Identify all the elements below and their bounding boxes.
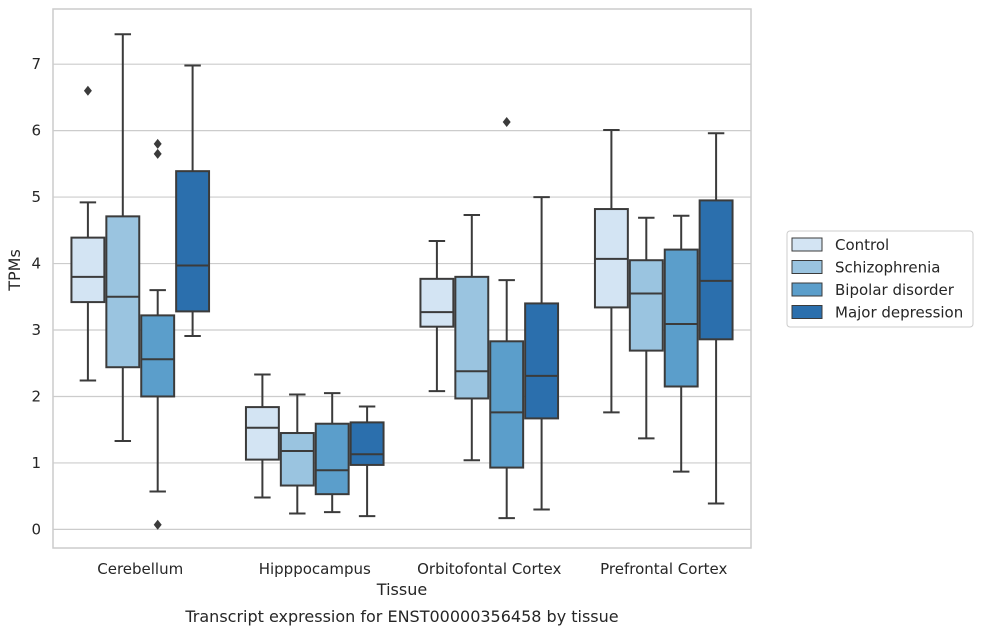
box-control bbox=[70, 85, 106, 382]
box-iqr bbox=[175, 170, 211, 313]
box-bipolar-disorder bbox=[489, 116, 525, 520]
box-iqr bbox=[524, 302, 560, 420]
y-axis-label: TPMs bbox=[5, 249, 24, 292]
y-tick-label: 4 bbox=[31, 255, 41, 273]
y-tick-label: 5 bbox=[31, 188, 41, 206]
y-tick-label: 7 bbox=[31, 55, 41, 73]
legend-swatch bbox=[791, 305, 823, 319]
legend-label: Major depression bbox=[835, 304, 963, 322]
box-schizophrenia bbox=[279, 393, 315, 515]
box-iqr bbox=[140, 314, 176, 398]
legend-label: Control bbox=[835, 236, 889, 254]
x-tick-label: Orbitofontal Cortex bbox=[417, 560, 561, 578]
legend-swatch bbox=[791, 237, 823, 252]
x-tick-labels: Cerebellum Hipppocampus Orbitofontal Corte… bbox=[97, 560, 727, 578]
box-schizophrenia bbox=[105, 33, 141, 442]
box-bipolar-disorder bbox=[663, 214, 699, 473]
box-control bbox=[244, 373, 280, 499]
chart-caption: Transcript expression for ENST0000035645… bbox=[184, 607, 618, 626]
box-iqr bbox=[628, 259, 664, 352]
box-control bbox=[419, 239, 455, 393]
box-major-depression bbox=[175, 64, 211, 337]
box-iqr bbox=[279, 432, 315, 487]
legend-frame bbox=[786, 230, 974, 328]
box-iqr bbox=[419, 277, 455, 328]
x-tick-label: Prefrontal Cortex bbox=[600, 560, 727, 578]
box-major-depression bbox=[349, 405, 385, 518]
box-iqr bbox=[70, 236, 106, 304]
outlier-point bbox=[153, 148, 162, 159]
plot-area-frame bbox=[52, 8, 752, 549]
y-tick-label: 6 bbox=[31, 122, 41, 140]
y-tick-label: 2 bbox=[31, 387, 41, 405]
box-major-depression bbox=[524, 196, 560, 511]
x-axis-label: Tissue bbox=[376, 580, 427, 599]
box-schizophrenia bbox=[628, 216, 664, 440]
legend-swatch bbox=[791, 282, 823, 297]
legend-label: Bipolar disorder bbox=[835, 281, 955, 299]
y-tick-labels: 0 1 2 3 4 5 6 7 bbox=[31, 55, 41, 538]
y-tick-label: 1 bbox=[31, 454, 41, 472]
box-iqr bbox=[349, 421, 385, 466]
box-bipolar-disorder bbox=[314, 392, 350, 514]
legend: Control Schizophrenia Bipolar disorder Majo… bbox=[786, 230, 974, 328]
x-tick-label: Cerebellum bbox=[97, 560, 183, 578]
box-iqr bbox=[244, 406, 280, 461]
legend-label: Schizophrenia bbox=[835, 259, 940, 277]
legend-swatch bbox=[791, 260, 823, 274]
box-iqr bbox=[698, 199, 734, 341]
box-major-depression bbox=[698, 132, 734, 505]
y-tick-label: 0 bbox=[31, 520, 41, 538]
y-tick-label: 3 bbox=[31, 321, 41, 339]
outlier-point bbox=[153, 519, 162, 530]
box-iqr bbox=[489, 340, 525, 469]
outlier-point bbox=[83, 85, 92, 96]
box-iqr bbox=[454, 275, 490, 400]
box-iqr bbox=[663, 248, 699, 388]
box-control bbox=[593, 128, 629, 414]
box-schizophrenia bbox=[454, 214, 490, 462]
box-bipolar-disorder bbox=[140, 138, 176, 530]
boxes bbox=[70, 33, 734, 530]
outlier-point bbox=[153, 138, 162, 149]
outlier-point bbox=[502, 116, 511, 127]
x-tick-label: Hipppocampus bbox=[259, 560, 371, 578]
box-iqr bbox=[105, 215, 141, 369]
box-iqr bbox=[314, 422, 350, 496]
